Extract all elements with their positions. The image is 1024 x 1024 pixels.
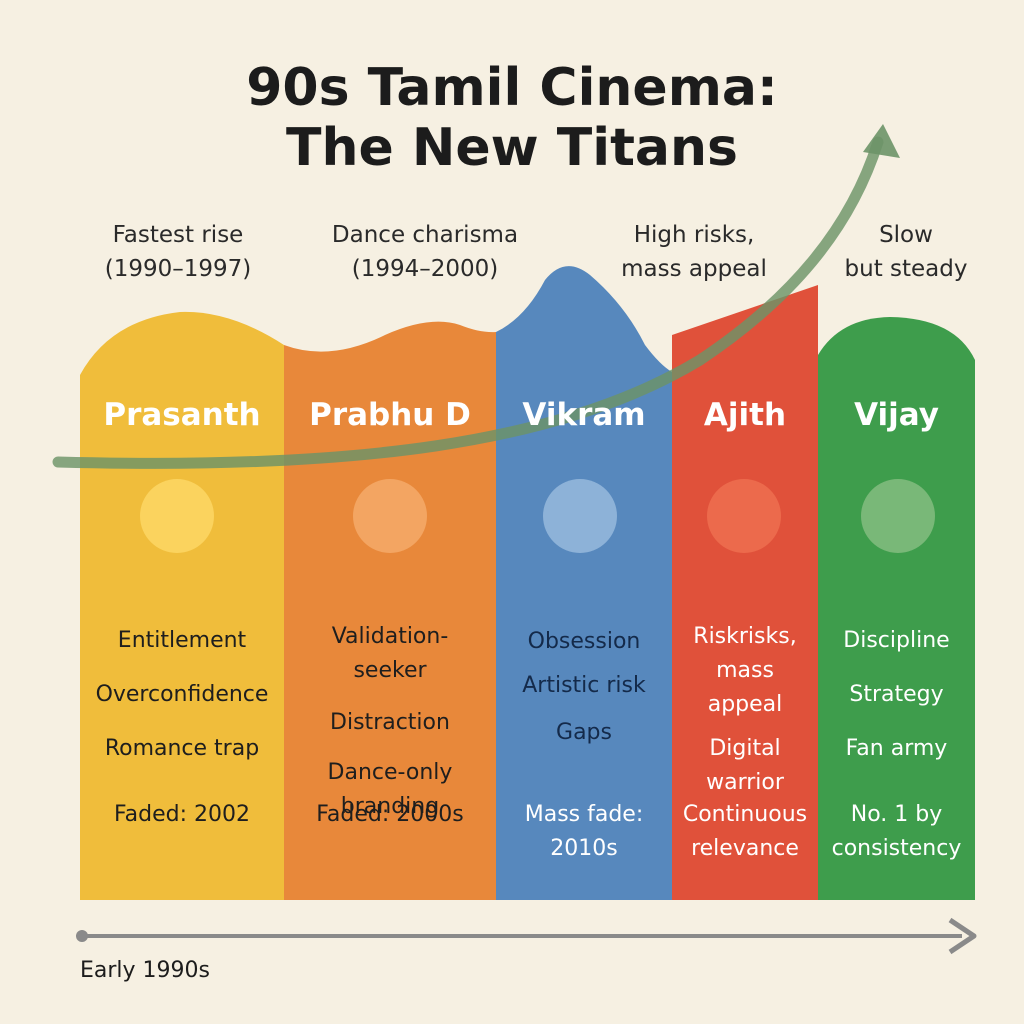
outcome-line: 2010s — [550, 836, 618, 861]
trait-item: appeal — [707, 692, 783, 717]
outcome-line: Faded: 2002 — [114, 802, 250, 827]
trait-item: seeker — [353, 658, 427, 683]
subtitle-line: mass appeal — [621, 256, 767, 282]
column-vijay: Vijay Discipline Strategy Fan army — [818, 390, 975, 776]
subtitle-ajith: High risks, mass appeal — [574, 218, 814, 286]
page-title: 90s Tamil Cinema: The New Titans — [0, 58, 1024, 178]
vijay-circle — [861, 479, 935, 553]
trait-item: Entitlement — [117, 628, 247, 653]
prabhu-circle — [353, 479, 427, 553]
trait-item: warrior — [706, 770, 784, 795]
outcome-vijay: No. 1 by consistency — [818, 798, 975, 866]
outcome-line: Faded: 2000s — [316, 802, 464, 827]
ajith-circle — [707, 479, 781, 553]
trait-item: Digital — [709, 736, 781, 761]
column-vikram: Vikram Obsession Artistic risk Gaps — [496, 390, 672, 758]
trend-arrow-head — [863, 124, 900, 158]
trait-item: Obsession — [527, 629, 641, 654]
trait-item: Overconfidence — [95, 682, 269, 707]
trait-item: Strategy — [849, 682, 944, 707]
subtitle-line: but steady — [844, 256, 968, 282]
column-ajith: Ajith Riskrisks, mass appeal Digital war… — [672, 390, 818, 800]
subtitle-vijay: Slow but steady — [786, 218, 1024, 286]
trait-item: branding — [340, 794, 440, 819]
column-title: Prabhu D — [309, 397, 471, 433]
trait-item: mass — [716, 658, 774, 683]
timeline-start-label: Early 1990s — [80, 958, 211, 983]
outcome-ajith: Continuous relevance — [672, 798, 818, 866]
outcome-line: consistency — [831, 836, 962, 861]
subtitle-line: Dance charisma — [331, 222, 519, 248]
outcome-line: Mass fade: — [524, 802, 644, 827]
outcome-line: relevance — [691, 836, 799, 861]
column-prabhu: Prabhu D Validation- seeker Distraction … — [284, 390, 496, 824]
vikram-circle — [543, 479, 617, 553]
column-prabhu-shape — [284, 321, 496, 901]
column-prasanth: Prasanth Entitlement Overconfidence Roma… — [80, 390, 284, 776]
trait-item: Riskrisks, — [693, 624, 797, 649]
column-ajith-shape — [672, 285, 818, 900]
outcome-line: Continuous — [682, 802, 808, 827]
subtitle-prasanth: Fastest rise (1990–1997) — [58, 218, 298, 286]
column-title: Vijay — [854, 397, 939, 433]
subtitle-line: (1990–1997) — [104, 256, 252, 282]
trait-item: Fan army — [845, 736, 948, 761]
column-vijay-shape — [818, 317, 975, 900]
column-title: Ajith — [703, 397, 787, 433]
column-title: Prasanth — [103, 397, 261, 433]
prasanth-circle — [140, 479, 214, 553]
outcome-prasanth: Faded: 2002 — [80, 798, 284, 832]
subtitle-prabhu: Dance charisma (1994–2000) — [305, 218, 545, 286]
trait-item: Distraction — [330, 710, 450, 735]
trait-item: Validation- — [331, 624, 449, 649]
trend-arrow-line — [52, 136, 884, 469]
trait-item: Gaps — [556, 720, 612, 745]
subtitle-line: High risks, — [633, 222, 755, 248]
trait-item: Dance-only — [327, 760, 453, 785]
trait-item: Artistic risk — [522, 673, 646, 698]
timeline-arrow-head — [948, 917, 977, 955]
subtitle-line: Fastest rise — [112, 222, 244, 248]
trait-item: Discipline — [843, 628, 950, 653]
outcome-line: No. 1 by — [850, 802, 943, 827]
subtitle-line: Slow — [879, 222, 933, 248]
title-line-2: The New Titans — [285, 118, 738, 178]
title-line-1: 90s Tamil Cinema: — [246, 58, 778, 118]
outcome-prabhu: Faded: 2000s — [284, 798, 496, 832]
trait-item: Romance trap — [104, 736, 260, 761]
subtitle-line: (1994–2000) — [351, 256, 499, 282]
outcome-vikram: Mass fade: 2010s — [496, 798, 672, 866]
column-title: Vikram — [522, 397, 646, 433]
timeline-start-dot — [76, 930, 88, 942]
